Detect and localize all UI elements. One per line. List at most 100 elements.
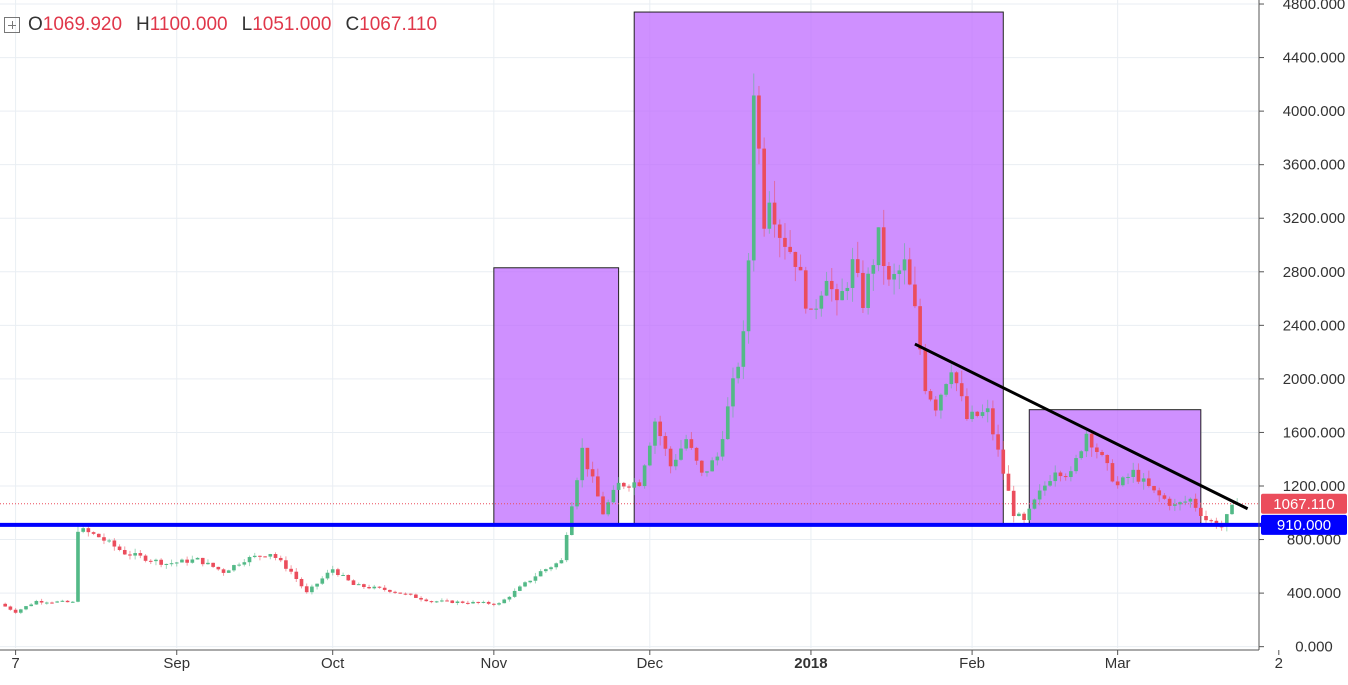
candle-body [70,601,75,603]
candle-body [96,533,101,538]
candle-body [169,563,174,565]
candle-body [398,592,403,594]
y-tick-label: 800.000 [1287,532,1341,549]
candle-body [881,227,886,267]
candle-body [1058,472,1063,477]
candle-body [190,559,195,563]
candle-body [595,476,600,497]
candle-body [434,601,439,603]
candle-body [653,421,657,446]
candle-body [673,459,678,467]
candle-body [892,273,896,280]
candle-body [1230,504,1234,515]
x-tick-label: Mar [1105,655,1131,672]
candle-body [382,587,387,590]
last-price-tag-label: 1067.110 [1273,496,1334,513]
candle-body [1074,458,1078,472]
x-tick-label: Feb [959,655,985,672]
candle-body [289,568,293,572]
candle-body [601,496,605,515]
candle-body [1193,498,1198,508]
candle-body [1084,433,1089,452]
candle-body [1136,469,1141,482]
candle-body [850,259,855,288]
candle-body [928,391,933,400]
candle-body [408,593,413,595]
candle-body [320,578,325,584]
y-tick-label: 3600.000 [1283,157,1346,174]
x-tick-label: 2018 [794,655,827,672]
candle-body [1141,478,1146,482]
candle-body [731,378,735,407]
y-tick-label: 2400.000 [1283,317,1346,334]
candle-body [50,602,54,604]
candle-body [154,559,158,562]
candle-body [1027,508,1032,521]
candle-body [1053,472,1058,482]
candle-body [798,266,803,271]
candle-body [538,571,543,577]
candle-body [658,421,663,437]
candle-body [788,246,792,252]
candle-body [112,540,117,547]
candle-body [663,436,668,449]
candle-body [1095,447,1099,452]
candle-body [81,528,85,532]
candle-body [559,560,564,564]
candle-body [18,609,23,613]
candle-body [585,447,590,470]
y-tick-label: 3200.000 [1283,210,1346,227]
candle-body [216,566,221,570]
candle-body [86,528,91,533]
candle-body [933,399,938,411]
candle-body [1115,481,1120,486]
candle-body [117,546,122,551]
candle-body [143,555,148,561]
candle-body [226,570,231,573]
candle-body [715,456,720,461]
candle-body [362,584,366,588]
candle-body [1048,481,1052,486]
candle-body [445,600,449,602]
candle-body [668,448,673,467]
high-label: H [136,14,150,35]
close-value: 1067.110 [359,14,438,35]
open-label: O [28,14,43,35]
candle-body [985,408,990,413]
expand-plus-icon[interactable] [4,17,20,33]
candle-body [1105,455,1110,464]
candle-body [793,251,798,267]
candle-body [949,372,954,385]
candle-body [388,589,392,592]
candle-body [611,489,616,503]
candle-body [492,603,496,605]
candle-body [710,460,714,472]
trendline [914,342,1249,511]
candle-body [128,554,132,556]
candle-body [777,224,782,238]
candle-body [939,394,943,411]
candle-body [356,584,361,586]
candle-body [341,574,345,576]
candle-body [647,445,652,466]
candle-body [450,600,455,604]
candle-body [741,331,746,367]
candle-body [91,532,96,534]
candle-body [60,600,65,602]
candle-body [757,95,761,149]
candle-body [783,237,787,247]
candle-body [944,384,948,395]
y-tick-label: 4800.000 [1283,0,1346,13]
candle-body [533,576,538,581]
candle-body [840,291,844,301]
candle-body [835,289,839,301]
candle-body [554,563,559,568]
candle-body [1183,501,1188,503]
candle-body [975,411,980,416]
candle-body [679,448,683,460]
candle-body [902,259,907,271]
candle-body [102,537,106,541]
candle-body [871,265,876,274]
